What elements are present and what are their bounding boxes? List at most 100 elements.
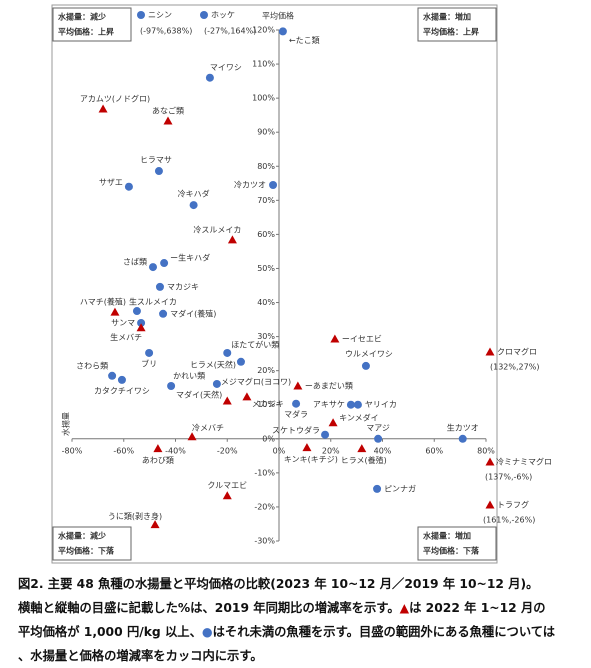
caption-line: 横軸と縦軸の目盛に記載した%は、2019 年同期比の増減率を示す。▲は 2022… (18, 598, 546, 616)
x-axis-title: 水揚量 (61, 412, 71, 436)
point-label: 冷ミナミマグロ (496, 457, 552, 467)
y-tick-label: 80% (257, 162, 275, 171)
point-value-label: (-97%,638%) (140, 27, 192, 36)
caption-symbol: ● (201, 625, 213, 639)
point-triangle (357, 444, 367, 453)
point-circle (353, 400, 362, 409)
point-circle (189, 201, 198, 210)
point-circle (278, 27, 287, 36)
point-triangle (153, 444, 163, 453)
point-circle (346, 400, 355, 409)
point-label: スケトウダラ (272, 425, 320, 435)
quadrant-box (52, 7, 132, 42)
chart-frame (51, 4, 498, 564)
point-label: 生カツオ (447, 422, 479, 432)
point-triangle (110, 307, 120, 316)
point-label: ウルメイワシ (345, 349, 393, 358)
point-triangle (222, 491, 232, 500)
point-triangle (330, 334, 340, 343)
y-tick-label: 120% (252, 26, 275, 35)
point-circle (200, 11, 208, 19)
point-label: マイワシ (210, 63, 242, 72)
point-label: アキサケ (313, 400, 345, 409)
point-label: ニシン (148, 11, 172, 20)
point-label: マカジキ (167, 282, 199, 291)
point-label: キンキ(キチジ) (284, 455, 338, 464)
y-tick-label: 10% (257, 400, 275, 409)
y-axis-title: 平均価格 (262, 11, 294, 21)
point-circle (458, 434, 467, 443)
point-triangle (150, 520, 160, 529)
y-tick-label: 100% (252, 94, 275, 103)
x-tick-label: 80% (477, 446, 495, 455)
point-circle (137, 318, 146, 327)
y-tick-label: 50% (257, 264, 275, 273)
quadrant-box (417, 7, 497, 42)
x-tick-label: 40% (374, 446, 392, 455)
caption-text: はそれ未満の魚種を示す。目盛の範囲外にある魚種については (212, 625, 556, 639)
quadrant-label: 水揚量：増加 (422, 12, 471, 22)
point-circle (148, 263, 157, 272)
quadrant-label: 平均価格：上昇 (58, 27, 114, 37)
point-label: カタクチイワシ (94, 386, 150, 395)
point-label: さば類 (123, 257, 147, 267)
point-circle (374, 434, 383, 443)
caption-line: 、水揚量と価格の増減率をカッコ内に示す。 (18, 646, 263, 664)
point-label: キンメダイ (339, 412, 379, 422)
point-circle (373, 484, 382, 493)
y-tick-label: 70% (257, 196, 275, 205)
point-label: あなご類 (152, 105, 184, 115)
point-circle (159, 309, 168, 318)
y-tick-label: 0% (262, 434, 275, 443)
quadrant-box (417, 526, 497, 561)
caption-text: は 2022 年 1~12 月の (409, 601, 546, 615)
point-label: 冷カツオ (234, 180, 266, 190)
point-circle (167, 381, 176, 390)
point-label: ヤリイカ (365, 400, 397, 409)
point-circle (132, 307, 141, 316)
x-tick-label: -60% (113, 446, 134, 455)
point-triangle (227, 235, 237, 244)
y-tick-label: -30% (254, 537, 275, 546)
point-label: マダイ(天然) (176, 389, 222, 399)
caption-text: 、水揚量と価格の増減率をカッコ内に示す。 (18, 649, 263, 663)
point-label: 冷メバチ (192, 422, 224, 432)
point-label: うに類(剥き身) (108, 511, 162, 521)
y-tick-label: 20% (257, 366, 275, 375)
point-label: 冷スルメイカ (193, 224, 241, 234)
y-tick-label: 90% (257, 128, 275, 137)
caption-text: 図2. 主要 48 魚種の水揚量と平均価格の比較(2023 年 10~12 月／… (18, 577, 539, 591)
caption-symbol: ▲ (399, 601, 410, 615)
point-triangle (163, 116, 173, 125)
point-triangle (293, 381, 303, 390)
point-label: ←たこ類 (289, 35, 320, 45)
point-circle (124, 182, 133, 191)
point-circle (212, 379, 221, 388)
x-tick-label: 20% (322, 446, 340, 455)
y-tick-label: 60% (257, 230, 275, 239)
point-circle (160, 259, 169, 268)
caption-line: 平均価格が 1,000 円/kg 以上、●はそれ未満の魚種を示す。目盛の範囲外に… (18, 622, 555, 640)
point-label: かれい類 (173, 370, 205, 380)
point-triangle (136, 323, 146, 332)
x-tick-label: 0% (273, 446, 286, 455)
quadrant-label: 水揚量：減少 (57, 531, 106, 541)
point-label: アカムツ(ノドグロ) (80, 94, 150, 104)
y-tick-label: 40% (257, 298, 275, 307)
point-label: ブリ (141, 358, 157, 368)
point-value-label: (137%,-6%) (485, 473, 532, 482)
point-circle (292, 399, 301, 408)
point-label: メカジキ (252, 399, 284, 408)
point-label: 冷キハダ (178, 189, 210, 199)
y-tick-label: 30% (257, 332, 275, 341)
point-circle (223, 348, 232, 357)
point-value-label: (161%,-26%) (483, 516, 535, 525)
point-label: ーあまだい類 (305, 380, 353, 390)
point-label: ヒラマサ (140, 156, 172, 165)
x-tick-label: -80% (62, 446, 83, 455)
point-triangle (328, 418, 338, 427)
point-triangle (485, 500, 495, 509)
x-tick-label: -20% (217, 446, 238, 455)
x-tick-label: -40% (165, 446, 186, 455)
y-tick-label: 110% (252, 60, 275, 69)
